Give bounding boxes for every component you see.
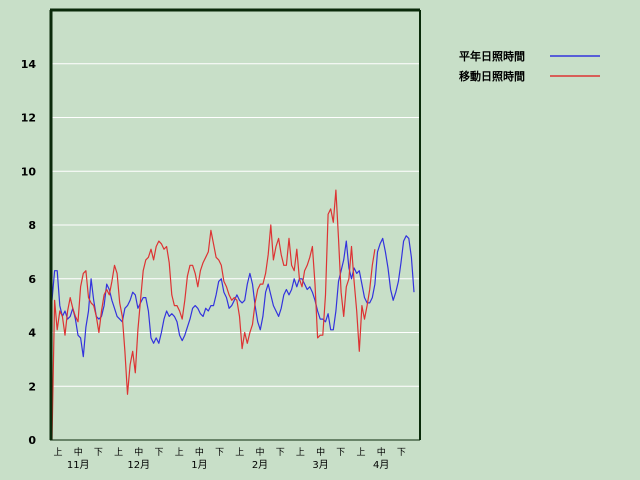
x-tick-label: 下: [336, 448, 345, 458]
legend-label: 移動日照時間: [459, 69, 525, 83]
series-lines: [51, 189, 415, 441]
x-tick-label: 上: [235, 447, 244, 458]
y-tick-label: 6: [28, 273, 36, 286]
x-tick-label: 上: [356, 447, 365, 458]
x-tick-label: 上: [296, 447, 305, 458]
x-tick-label: 中: [255, 446, 264, 458]
x-tick-label: 上: [114, 447, 123, 458]
month-label: 11月: [67, 459, 90, 471]
x-tick-label: 下: [154, 448, 163, 458]
x-tick-label: 中: [377, 446, 386, 458]
y-tick-label: 12: [21, 112, 36, 125]
x-tick-label: 上: [175, 447, 184, 458]
y-tick-label: 2: [28, 380, 36, 393]
month-label: 12月: [127, 459, 150, 471]
legend-label: 平年日照時間: [459, 49, 525, 63]
x-tick-label: 中: [316, 446, 325, 458]
y-tick-label: 14: [21, 58, 37, 71]
y-tick-labels: 0 2 4 6 8 10 12 14: [21, 58, 37, 447]
x-tick-labels: 上中下上中下上中下上中下上中下上中下11月 12月 1月 2月 3月 4月: [53, 446, 405, 471]
y-tick-label: 0: [28, 434, 36, 447]
y-tick-label: 10: [21, 165, 37, 178]
x-tick-label: 上: [53, 447, 62, 458]
x-tick-label: 下: [397, 448, 406, 458]
y-tick-label: 4: [28, 327, 36, 340]
x-tick-label: 下: [94, 448, 103, 458]
grid-lines: [50, 63, 420, 387]
month-label: 2月: [252, 459, 268, 471]
x-tick-label: 下: [276, 448, 285, 458]
month-label: 1月: [191, 459, 207, 471]
month-label: 3月: [312, 459, 328, 471]
x-tick-label: 下: [215, 448, 224, 458]
x-tick-label: 中: [195, 446, 204, 458]
x-tick-label: 中: [74, 446, 83, 458]
month-label: 4月: [373, 459, 389, 471]
series-line-moving-sunshine: [51, 189, 376, 441]
y-tick-label: 8: [28, 219, 36, 232]
x-tick-label: 中: [134, 446, 143, 458]
